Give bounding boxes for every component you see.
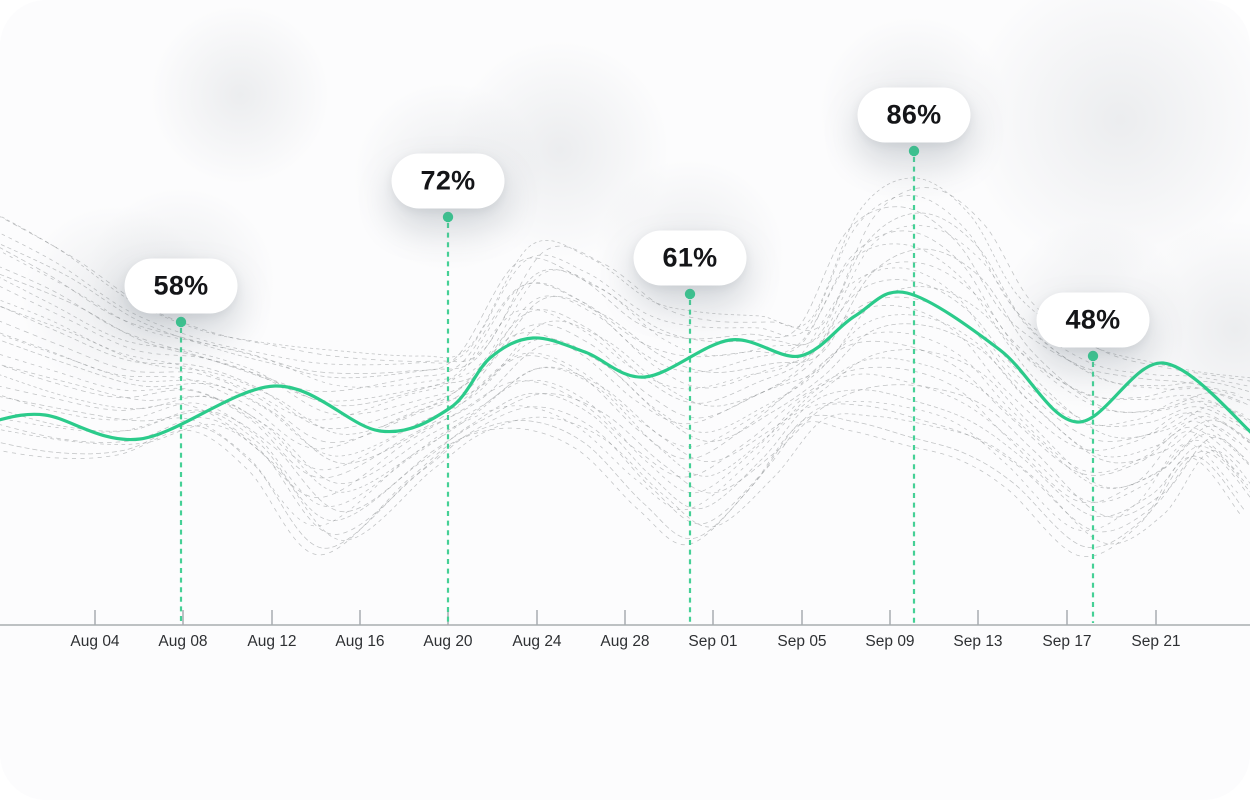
callout-value: 86% xyxy=(886,99,942,130)
x-axis-label: Sep 13 xyxy=(953,633,1003,650)
x-axis-label: Aug 20 xyxy=(423,633,473,650)
callout-value: 58% xyxy=(153,270,209,301)
ensemble-curve xyxy=(0,414,1246,549)
ensemble-curve xyxy=(0,323,1250,464)
ensemble-curve xyxy=(0,261,1250,421)
x-axis-label: Sep 21 xyxy=(1131,633,1181,650)
callout-dot xyxy=(908,145,920,157)
ensemble-curve xyxy=(0,349,1250,489)
x-axis-label: Aug 12 xyxy=(247,633,297,650)
ensemble-curve xyxy=(0,195,1249,387)
callout-pill-86[interactable]: 86% xyxy=(857,87,971,143)
callout-dot xyxy=(175,316,187,328)
callout-dot xyxy=(1087,350,1099,362)
ensemble-curve xyxy=(0,177,1250,379)
x-axis xyxy=(0,610,1250,626)
x-axis-label: Aug 16 xyxy=(335,633,385,650)
x-axis-label: Sep 05 xyxy=(777,633,827,650)
callout-pill-48[interactable]: 48% xyxy=(1036,292,1150,348)
x-axis-label: Sep 17 xyxy=(1042,633,1092,650)
ensemble-curve xyxy=(0,400,1239,532)
callout-value: 61% xyxy=(662,242,718,273)
callout-value: 48% xyxy=(1065,304,1121,335)
background-glow xyxy=(965,0,1250,275)
ensemble-curve xyxy=(0,389,1250,521)
callout-pill-72[interactable]: 72% xyxy=(391,153,505,209)
ensemble-curve xyxy=(0,243,1244,415)
ensemble-curve xyxy=(0,212,1250,393)
ensemble-curve xyxy=(0,279,1250,433)
ensemble-curve xyxy=(0,384,1250,518)
ensemble-curve xyxy=(0,357,1250,493)
ensemble-curve xyxy=(0,373,1249,507)
callout-pill-58[interactable]: 58% xyxy=(124,258,238,314)
ensemble-curve xyxy=(0,366,1240,504)
primary-trend-line xyxy=(0,290,1250,442)
x-axis-label: Aug 08 xyxy=(158,633,208,650)
ensemble-curve xyxy=(0,296,1250,443)
x-axis-label: Sep 01 xyxy=(688,633,738,650)
background-glow xyxy=(150,5,330,185)
callout-value: 72% xyxy=(420,165,476,196)
x-axis-label: Aug 28 xyxy=(600,633,650,650)
ensemble-fan xyxy=(0,177,1250,557)
ensemble-curve xyxy=(0,286,1250,439)
x-axis-label: Aug 24 xyxy=(512,633,562,650)
ensemble-curve xyxy=(0,225,1250,401)
ensemble-curve xyxy=(0,413,1250,545)
callout-pill-61[interactable]: 61% xyxy=(633,230,747,286)
x-axis-label: Aug 04 xyxy=(70,633,120,650)
callout-dot xyxy=(442,211,454,223)
ensemble-curve xyxy=(0,340,1243,479)
callout-dot xyxy=(684,288,696,300)
ensemble-curve xyxy=(0,421,1241,557)
x-axis-label: Sep 09 xyxy=(865,633,915,650)
ensemble-curve xyxy=(0,314,1250,458)
